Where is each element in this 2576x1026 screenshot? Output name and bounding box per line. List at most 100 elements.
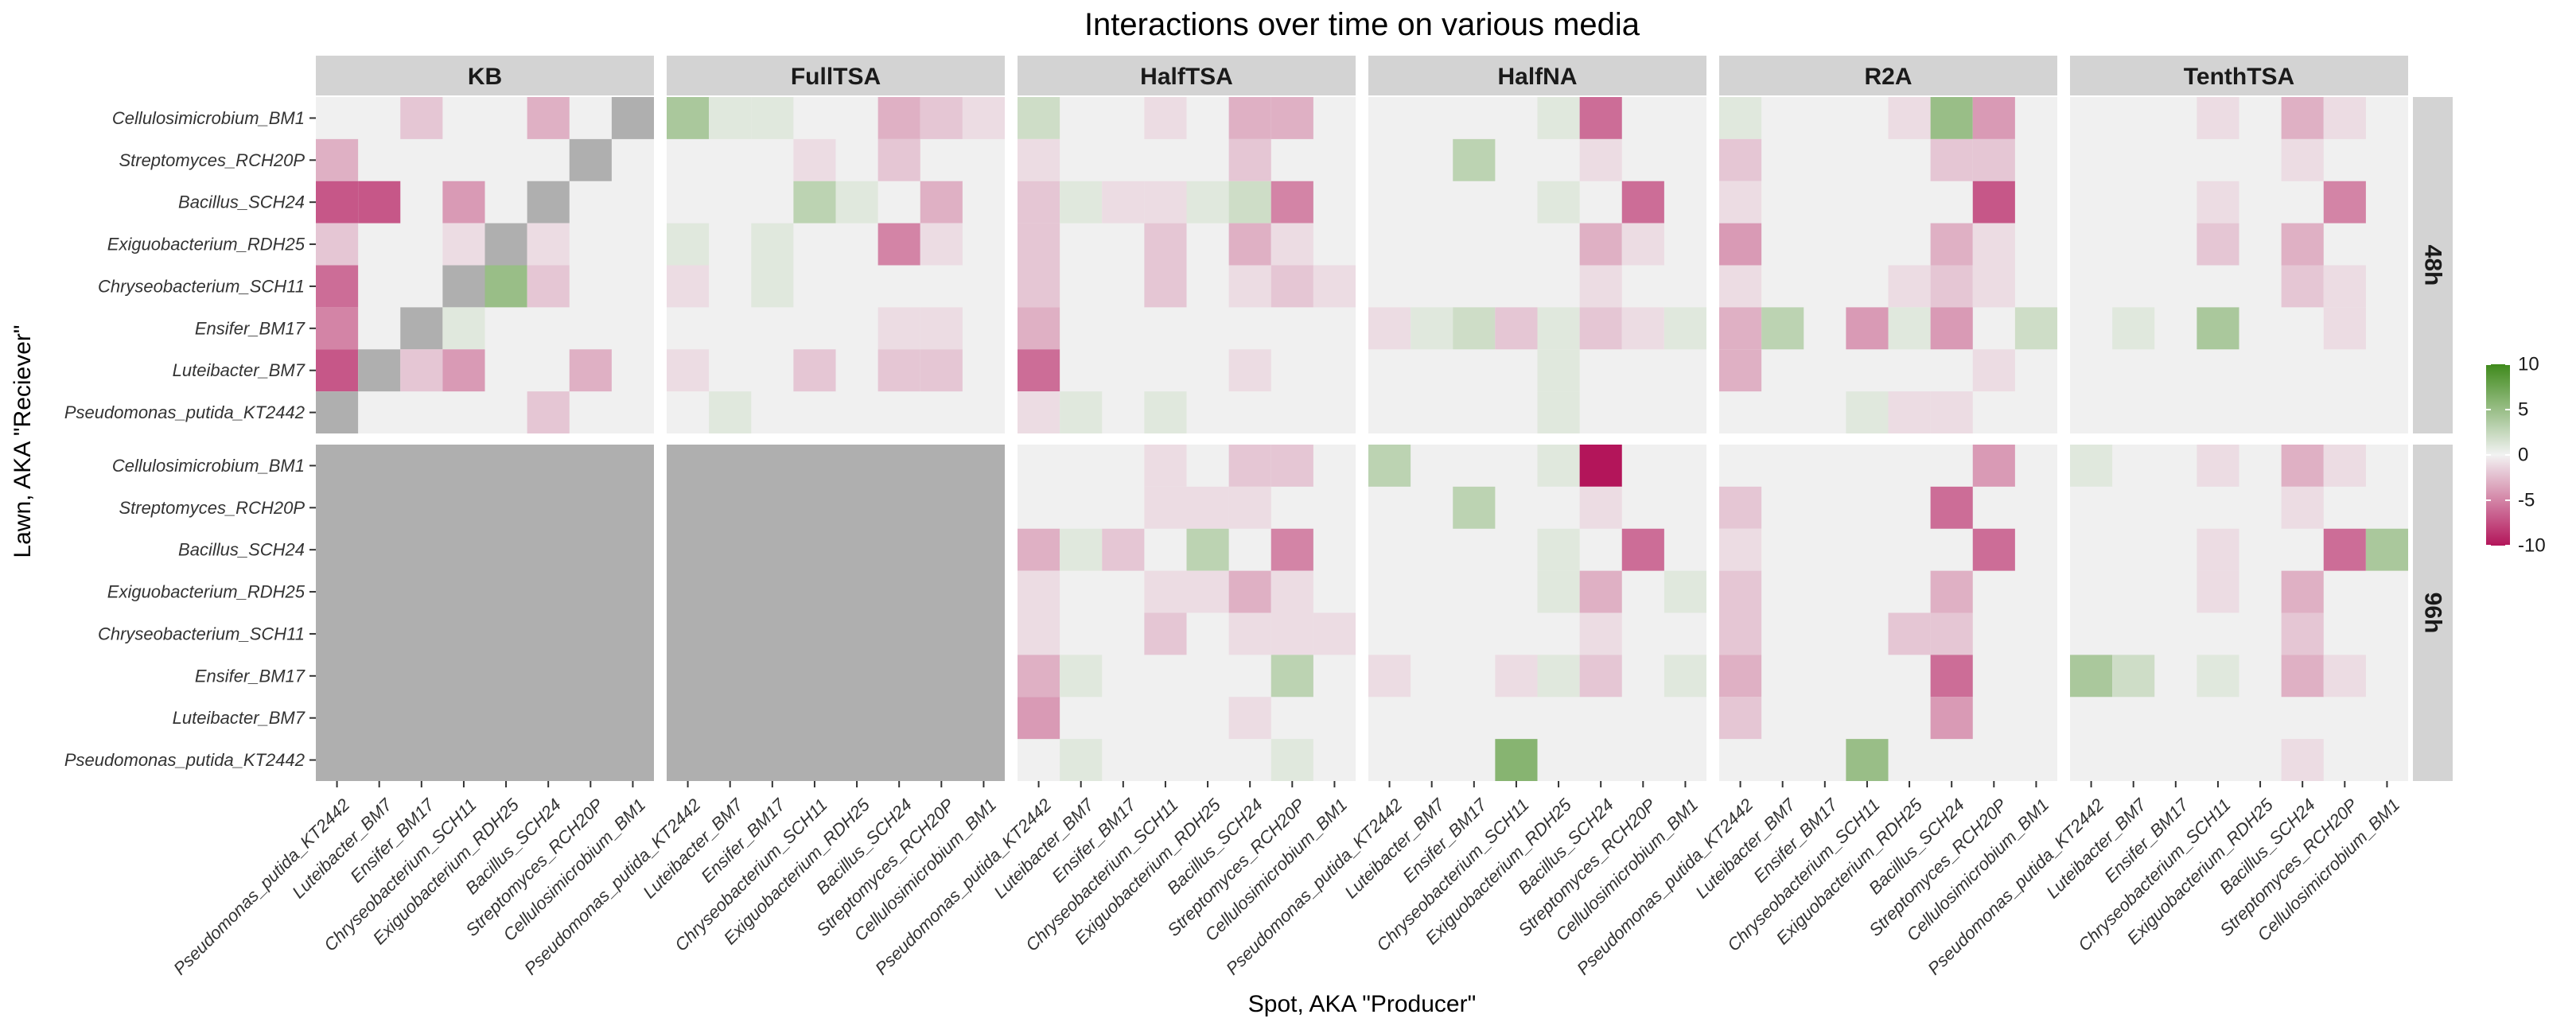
heatmap-cell [1313, 612, 1356, 655]
heatmap-cell [877, 138, 920, 181]
heatmap-cell [1186, 570, 1229, 613]
facet-strip-HalfTSA [1018, 56, 1356, 95]
heatmap-cell [1846, 307, 1889, 350]
y-axis-title: Lawn, AKA "Reciever" [10, 325, 36, 558]
legend-tick-label: 0 [2518, 445, 2528, 466]
heatmap-cell [400, 349, 443, 392]
heatmap-cell [527, 97, 570, 139]
heatmap-cell [2197, 307, 2239, 350]
facet-strip-FullTSA [667, 56, 1005, 95]
heatmap-cell [2281, 223, 2324, 266]
heatmap-cell [1621, 223, 1664, 266]
heatmap-cell [527, 223, 570, 266]
heatmap-cell [358, 181, 401, 223]
heatmap-cell [2323, 97, 2366, 139]
heatmap-cell [667, 265, 710, 308]
heatmap-cell [1888, 307, 1931, 350]
heatmap-cell [1018, 97, 1060, 139]
heatmap-cell [1270, 739, 1313, 782]
heatmap-cell [1018, 612, 1060, 655]
heatmap-cell [484, 265, 527, 308]
heatmap-cell [667, 223, 710, 266]
heatmap-cell [2197, 655, 2239, 698]
heatmap-cell [316, 138, 359, 181]
heatmap-cell [1368, 307, 1411, 350]
legend-tick-label: -5 [2518, 490, 2535, 511]
panel-FullTSA-96h [667, 445, 1005, 781]
heatmap-cell [1579, 655, 1622, 698]
heatmap-cell [1144, 97, 1187, 139]
heatmap-cell [1018, 570, 1060, 613]
heatmap-cell [962, 97, 1006, 139]
heatmap-cell [1270, 265, 1313, 308]
heatmap-cell [442, 181, 485, 223]
heatmap-cell [1719, 265, 1762, 308]
heatmap-cell [1228, 612, 1271, 655]
heatmap-cell [1537, 570, 1580, 613]
heatmap-cell [1144, 265, 1187, 308]
facet-strip-96h [2413, 445, 2453, 781]
heatmap-cell [1972, 265, 2015, 308]
heatmap-cell [1270, 612, 1313, 655]
heatmap-cell [1621, 528, 1664, 571]
heatmap-cell [2281, 445, 2324, 487]
heatmap-cell [1719, 349, 1762, 392]
heatmap-cell [1453, 307, 1496, 350]
heatmap-cell [2323, 265, 2366, 308]
heatmap-cell [527, 391, 570, 434]
heatmap-cell [1368, 445, 1411, 487]
heatmap-cell [316, 223, 359, 266]
heatmap-cell [1144, 445, 1187, 487]
heatmap-cell [1930, 138, 1973, 181]
heatmap-cell [920, 97, 963, 139]
heatmap-cell [1060, 181, 1103, 223]
heatmap-cell [1228, 223, 1271, 266]
heatmap-cell [709, 97, 752, 139]
heatmap-cell [1888, 265, 1931, 308]
facet-strip-48h [2413, 97, 2453, 433]
heatmap-cell [1495, 307, 1538, 350]
facet-label-R2A: R2A [1864, 64, 1912, 90]
heatmap-cell [1930, 655, 1973, 698]
y-tick-label: Pseudomonas_putida_KT2442 [64, 402, 305, 422]
heatmap-cell [442, 223, 485, 266]
heatmap-cell [1621, 307, 1664, 350]
heatmap-cell [1228, 697, 1271, 740]
heatmap-cell [1719, 307, 1762, 350]
heatmap-cell [1579, 265, 1622, 308]
heatmap-cell [877, 307, 920, 350]
heatmap-cell [1018, 391, 1060, 434]
legend-tick-label: 10 [2518, 354, 2539, 375]
heatmap-cell [1228, 265, 1271, 308]
color-legend: 10 5 0 -5 -10 [2486, 354, 2546, 557]
heatmap-cell [400, 97, 443, 139]
heatmap-cell [2323, 528, 2366, 571]
x-tick-label: Pseudomonas_putida_KT2442 [169, 795, 353, 978]
heatmap-cell [1018, 655, 1060, 698]
heatmap-cell [1888, 391, 1931, 434]
facet-label-KB: KB [468, 64, 502, 90]
y-tick-label: Ensifer_BM17 [195, 318, 305, 338]
heatmap-cell [2281, 265, 2324, 308]
heatmap-cell [1930, 223, 1973, 266]
heatmap-cell [442, 265, 485, 308]
heatmap-cell [1411, 307, 1453, 350]
heatmap-cell [1888, 97, 1931, 139]
heatmap-cell [400, 307, 443, 350]
y-tick-label: Chryseobacterium_SCH11 [98, 624, 305, 643]
heatmap-cell [751, 223, 794, 266]
facet-strip-R2A [1719, 56, 2057, 95]
heatmap-cell [2281, 739, 2324, 782]
heatmap-cell [1972, 97, 2015, 139]
heatmap-cell [1537, 445, 1580, 487]
heatmap-cell [2197, 97, 2239, 139]
heatmap-cell [1186, 528, 1229, 571]
heatmap-cell [1060, 391, 1103, 434]
heatmap-cell [1972, 528, 2015, 571]
heatmap-cell [1719, 655, 1762, 698]
heatmap-cell [920, 349, 963, 392]
heatmap-cell [1846, 391, 1889, 434]
heatmap-cell [316, 181, 359, 223]
heatmap-cell [920, 181, 963, 223]
